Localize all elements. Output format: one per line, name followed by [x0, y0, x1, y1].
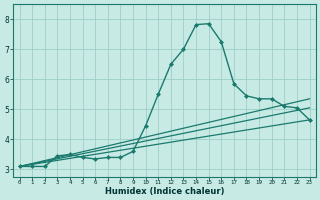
X-axis label: Humidex (Indice chaleur): Humidex (Indice chaleur): [105, 187, 224, 196]
